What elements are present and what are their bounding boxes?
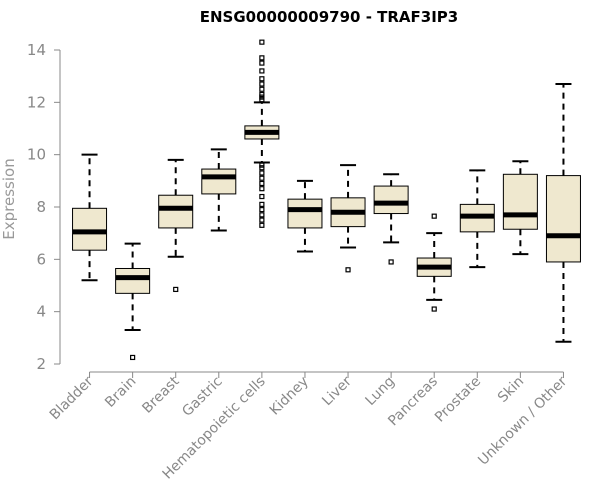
x-tick-label: Skin [495,374,527,406]
y-tick-label: 10 [27,146,46,164]
y-tick-label: 4 [36,303,46,321]
outlier-point [259,55,265,61]
outlier-point [259,81,265,87]
box-group-unknown-other [545,83,581,343]
x-tick-label: Prostate [432,374,484,426]
outlier-point [259,94,265,100]
outlier-point [259,76,265,82]
outlier-point [259,86,265,92]
outlier-point [259,68,265,74]
box-group-liver [330,164,366,273]
iqr-box [373,185,409,215]
outlier-point [431,213,437,219]
y-axis-label: Expression [0,158,18,239]
box-group-breast [158,158,194,293]
outlier-point [259,212,265,218]
box-group-kidney [287,179,323,253]
outlier-point [431,306,437,312]
box-group-pancreas [416,213,452,312]
outlier-point [259,91,265,98]
chart-title: ENSG00000009790 - TRAF3IP3 [200,8,458,26]
box-group-prostate [459,169,495,269]
y-tick-label: 14 [27,41,46,59]
x-tick-label: Lung [362,374,397,409]
box-layer [72,39,581,361]
iqr-box [158,194,194,229]
outlier-point [259,60,265,66]
iqr-box [545,175,581,263]
outlier-point [259,207,265,213]
iqr-box [201,168,237,195]
x-tick-label: Brain [102,374,139,411]
x-tick-label: Bladder [47,373,97,423]
outlier-point [259,162,265,168]
outlier-point [388,259,394,265]
iqr-box [115,267,151,294]
outlier-point [259,97,265,103]
outlier-point [259,217,265,223]
iqr-box [502,173,538,230]
outlier-point [345,267,351,273]
outlier-point [130,354,136,361]
y-tick-label: 6 [36,250,46,268]
outlier-point [259,39,265,45]
outlier-point [173,286,179,293]
outlier-point [259,222,265,228]
y-tick-label: 2 [36,355,46,373]
box-group-hematopoietic-cells [244,39,280,228]
outlier-point [259,201,265,207]
x-tick-label: Breast [139,373,183,417]
y-axis: 2 4 6 8 10 12 14 [27,41,61,373]
box-group-skin [502,160,538,256]
box-group-brain [115,242,151,361]
box-group-gastric [201,148,237,232]
outlier-point [259,170,265,176]
y-tick-label: 8 [36,198,46,216]
outlier-point [259,175,265,181]
y-tick-label: 12 [27,93,46,111]
iqr-box [72,207,108,251]
outlier-point [259,186,265,192]
outlier-point [259,180,265,187]
iqr-box [287,198,323,229]
x-tick-label: Liver [319,373,355,409]
x-tick-label: Kidney [267,374,312,419]
outlier-point [259,165,265,171]
box-group-lung [373,173,409,265]
box-group-bladder [72,153,108,282]
outlier-point [259,193,265,200]
